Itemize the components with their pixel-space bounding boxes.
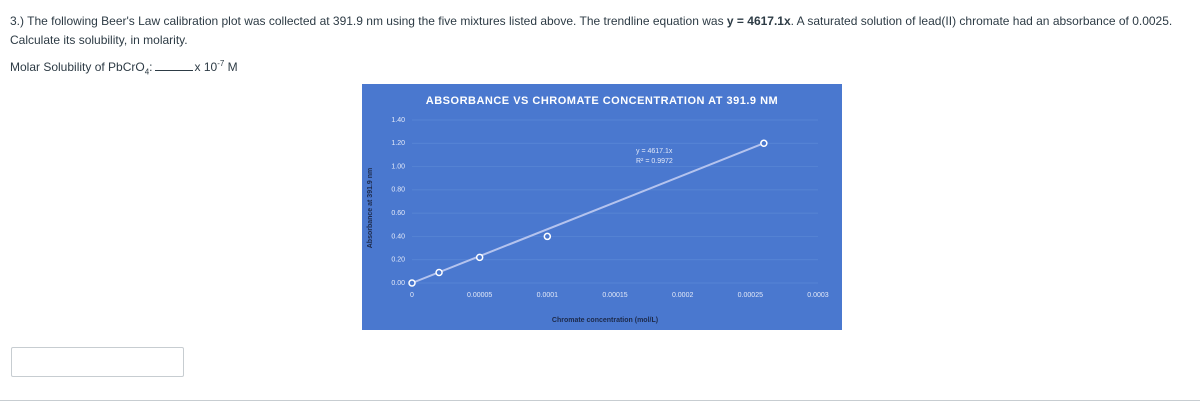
answer-input[interactable]: [11, 347, 184, 377]
trendline-equation: y = 4617.1x: [636, 148, 673, 155]
chart: ABSORBANCE VS CHROMATE CONCENTRATION AT …: [362, 84, 842, 330]
y-tick-label: 0.40: [391, 233, 405, 240]
y-tick-label: 0.80: [391, 187, 405, 194]
x-tick-label: 0.00015: [602, 292, 627, 299]
x-tick-label: 0.0002: [672, 292, 694, 299]
label-subscript: 4: [144, 67, 150, 77]
data-point: [475, 253, 484, 262]
y-tick-label: 1.20: [391, 140, 405, 147]
question-text: . A saturated solution of lead(II) chrom…: [10, 14, 1173, 47]
answer-label: Molar Solubility of PbCrO4: x 10-7 M: [10, 59, 238, 76]
data-point: [408, 279, 416, 287]
y-tick-label: 0.00: [391, 280, 405, 287]
label-exponent: -7: [217, 59, 225, 68]
x-tick-label: 0.00005: [467, 292, 492, 299]
label-unit: M: [227, 60, 238, 74]
trendline-r2: R² = 0.9972: [636, 158, 673, 165]
label-colon: :: [149, 60, 153, 74]
y-tick-label: 1.00: [391, 163, 405, 170]
blank: [154, 70, 193, 71]
y-tick-label: 0.20: [391, 257, 405, 264]
label-times: x 10: [194, 60, 218, 74]
x-tick-label: 0.0001: [537, 292, 559, 299]
question-equation: y = 4617.1x: [726, 14, 791, 28]
question-text: 3.) The following Beer's Law calibration…: [10, 14, 727, 28]
label-text: Molar Solubility of PbCrO: [10, 60, 145, 74]
y-axis-title: Absorbance at 391.9 nm: [367, 168, 374, 249]
data-point: [760, 139, 768, 148]
trendline: [411, 142, 765, 284]
separator: [0, 400, 1200, 401]
data-point: [435, 268, 443, 277]
x-tick-label: 0: [410, 292, 414, 299]
x-axis-title: Chromate concentration (mol/L): [552, 317, 658, 324]
y-tick-label: 0.60: [391, 210, 405, 217]
data-point: [543, 232, 552, 241]
chart-title: ABSORBANCE VS CHROMATE CONCENTRATION AT …: [426, 95, 778, 107]
question: 3.) The following Beer's Law calibration…: [10, 12, 1195, 50]
x-tick-label: 0.00025: [738, 292, 763, 299]
y-tick-label: 1.40: [391, 117, 405, 124]
x-tick-label: 0.0003: [807, 292, 829, 299]
